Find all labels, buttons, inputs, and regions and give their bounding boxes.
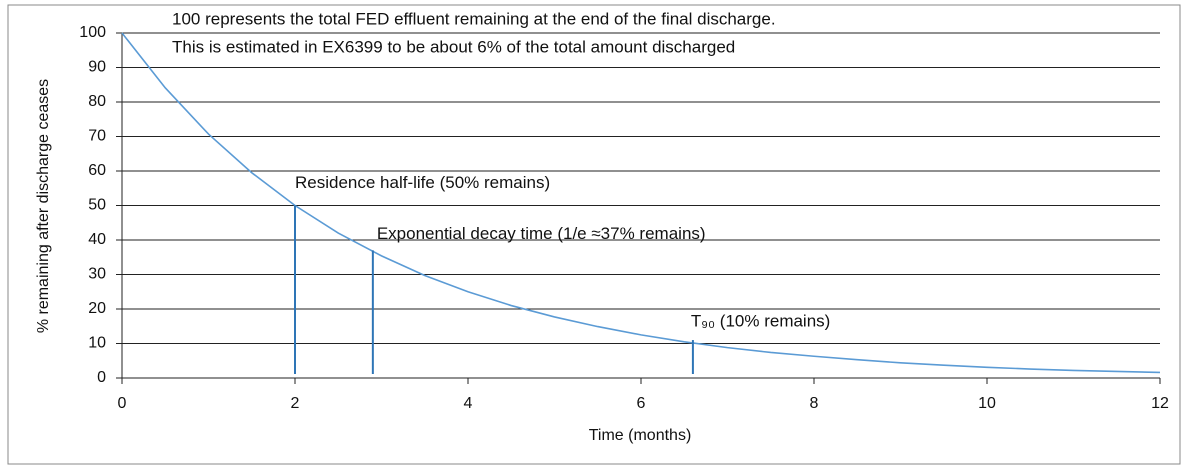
x-tick-label: 8 xyxy=(810,395,819,412)
y-tick-label: 50 xyxy=(88,197,106,214)
x-tick-label: 2 xyxy=(291,395,300,412)
y-tick-label: 60 xyxy=(88,162,106,179)
x-tick-label: 0 xyxy=(118,395,127,412)
reference-label: Exponential decay time (1/e ≈37% remains… xyxy=(377,224,706,243)
y-tick-label: 70 xyxy=(88,128,106,145)
y-tick-label: 90 xyxy=(88,59,106,76)
x-axis-title: Time (months) xyxy=(589,427,692,444)
y-tick-label: 0 xyxy=(97,369,106,386)
y-tick-label: 80 xyxy=(88,93,106,110)
reference-label: T₉₀ (10% remains) xyxy=(691,312,830,331)
x-tick-label: 12 xyxy=(1151,395,1169,412)
annotation: 100 represents the total FED effluent re… xyxy=(172,9,776,28)
y-tick-label: 40 xyxy=(88,231,106,248)
frame xyxy=(7,4,1181,465)
y-tick-label: 30 xyxy=(88,266,106,283)
y-tick-label: 10 xyxy=(88,335,106,352)
x-tick-label: 4 xyxy=(464,395,473,412)
reference-label: Residence half-life (50% remains) xyxy=(295,173,550,192)
x-tick-label: 10 xyxy=(978,395,996,412)
decay-curve xyxy=(121,32,1161,374)
x-tick-label: 6 xyxy=(637,395,646,412)
y-axis-title: % remaining after discharge ceases xyxy=(35,79,52,333)
annotation: This is estimated in EX6399 to be about … xyxy=(172,37,735,56)
y-tick-label: 100 xyxy=(79,24,106,41)
y-tick-label: 20 xyxy=(88,300,106,317)
